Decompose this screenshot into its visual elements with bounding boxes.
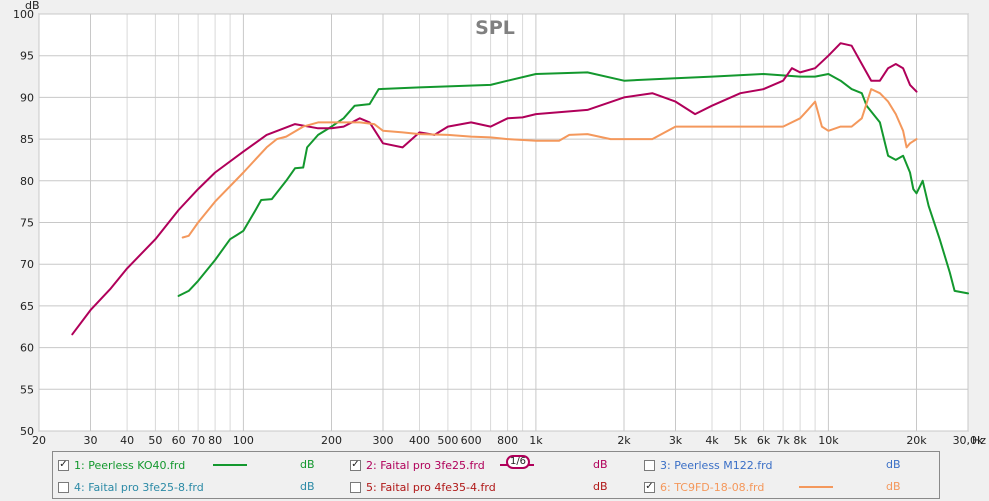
x-tick-label: 800 — [497, 434, 518, 447]
y-tick-label: 85 — [20, 133, 34, 146]
x-tick-label: 600 — [461, 434, 482, 447]
legend-label-4: 4: Faital pro 3fe25-8.frd — [74, 480, 204, 494]
legend-checkbox-2[interactable]: ✓ — [350, 459, 361, 471]
series-line-2 — [71, 42, 918, 336]
legend-checkbox-1[interactable]: ✓ — [58, 459, 69, 471]
x-tick-label: 30 — [84, 434, 98, 447]
y-tick-label: 80 — [20, 175, 34, 188]
legend-panel: ✓ 1: Peerless KO40.frd dB ✓ 2: Faital pr… — [52, 451, 940, 499]
x-tick-label: 70 — [191, 434, 205, 447]
y-tick-label: 95 — [20, 50, 34, 63]
series-lines — [71, 42, 969, 336]
y-axis-ticks: 50 55 60 65 70 75 80 85 90 95 100 — [13, 8, 34, 438]
x-axis-ticks: 20 30 40 50 60 70 80 100 200 300 400 500 600 800 1k 2k 3… — [32, 434, 984, 447]
x-tick-label: 4k — [705, 434, 719, 447]
x-tick-label: 30,0k — [953, 434, 984, 447]
legend-unit-1: dB — [300, 458, 315, 471]
y-tick-label: 90 — [20, 91, 34, 104]
legend-item-4[interactable]: 4: Faital pro 3fe25-8.frd — [58, 477, 204, 497]
x-tick-label: 200 — [321, 434, 342, 447]
legend-checkbox-3[interactable] — [644, 459, 655, 471]
y-tick-label: 100 — [13, 8, 34, 21]
x-tick-label: 80 — [208, 434, 222, 447]
legend-unit-4: dB — [300, 480, 315, 493]
x-axis-unit: Hz — [972, 434, 986, 447]
legend-unit-6: dB — [886, 480, 901, 493]
legend-label-3: 3: Peerless M122.frd — [660, 458, 773, 472]
x-tick-label: 1k — [529, 434, 543, 447]
legend-unit-2: dB — [593, 458, 608, 471]
x-tick-label: 3k — [669, 434, 683, 447]
x-tick-label: 50 — [148, 434, 162, 447]
chart-title: SPL — [475, 17, 515, 39]
y-tick-label: 75 — [20, 217, 34, 230]
y-tick-label: 70 — [20, 258, 34, 271]
legend-item-5[interactable]: 5: Faital pro 4fe35-4.frd — [350, 477, 496, 497]
y-tick-label: 55 — [20, 383, 34, 396]
x-tick-label: 100 — [233, 434, 254, 447]
legend-label-1: 1: Peerless KO40.frd — [74, 458, 186, 472]
legend-checkbox-5[interactable] — [350, 481, 361, 493]
x-tick-label: 7k — [776, 434, 790, 447]
x-tick-label: 20k — [906, 434, 927, 447]
y-tick-label: 65 — [20, 300, 34, 313]
smoothing-indicator[interactable]: 1/6 — [506, 455, 530, 469]
legend-item-1[interactable]: ✓ 1: Peerless KO40.frd — [58, 455, 185, 475]
y-tick-label: 50 — [20, 425, 34, 438]
legend-label-2: 2: Faital pro 3fe25.frd — [366, 458, 485, 472]
legend-item-2[interactable]: ✓ 2: Faital pro 3fe25.frd — [350, 455, 485, 475]
y-axis-unit: dB — [25, 0, 40, 12]
series-line-3 — [181, 88, 918, 239]
x-tick-label: 40 — [120, 434, 134, 447]
legend-checkbox-4[interactable] — [58, 481, 69, 493]
legend-label-6: 6: TC9FD-18-08.frd — [660, 480, 765, 494]
x-tick-label: 20 — [32, 434, 46, 447]
x-tick-label: 400 — [409, 434, 430, 447]
legend-line-swatch-6 — [799, 486, 833, 488]
legend-unit-3: dB — [886, 458, 901, 471]
legend-unit-5: dB — [593, 480, 608, 493]
x-tick-label: 300 — [373, 434, 394, 447]
x-tick-label: 5k — [734, 434, 748, 447]
x-tick-label: 500 — [437, 434, 458, 447]
x-tick-label: 8k — [793, 434, 807, 447]
legend-item-6[interactable]: ✓ 6: TC9FD-18-08.frd — [644, 477, 764, 497]
x-tick-label: 60 — [172, 434, 186, 447]
legend-line-swatch-1 — [213, 464, 247, 466]
legend-label-5: 5: Faital pro 4fe35-4.frd — [366, 480, 496, 494]
legend-checkbox-6[interactable]: ✓ — [644, 481, 655, 493]
x-tick-label: 10k — [818, 434, 839, 447]
series-line-1 — [177, 71, 969, 297]
y-tick-label: 60 — [20, 342, 34, 355]
x-tick-label: 2k — [617, 434, 631, 447]
x-tick-label: 6k — [757, 434, 771, 447]
legend-item-3[interactable]: 3: Peerless M122.frd — [644, 455, 772, 475]
